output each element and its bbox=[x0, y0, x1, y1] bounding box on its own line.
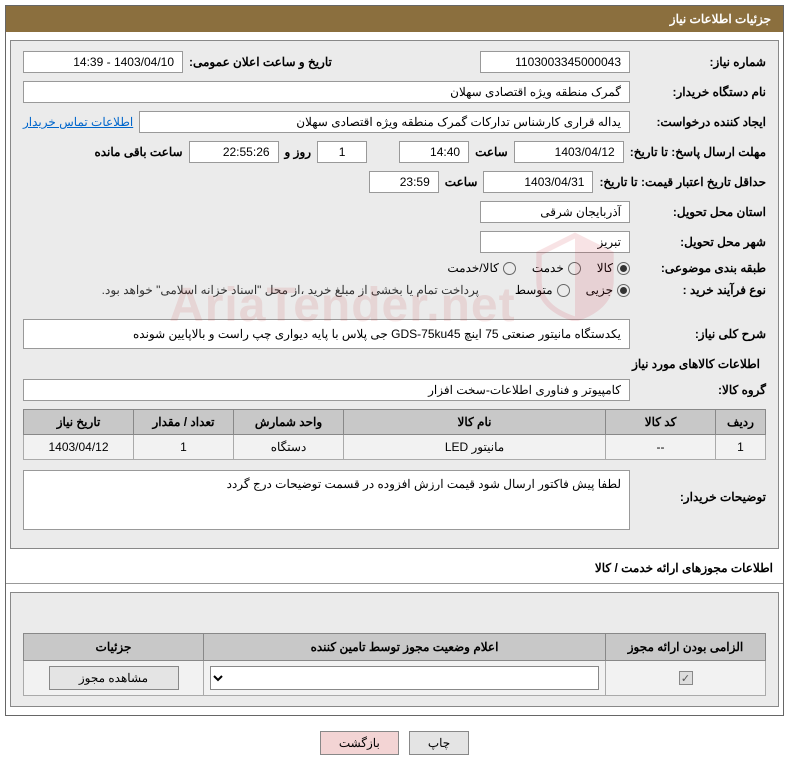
days-and-label: روز و bbox=[285, 145, 312, 159]
province-label: استان محل تحویل: bbox=[636, 205, 766, 219]
desc-label: شرح کلی نیاز: bbox=[636, 327, 766, 341]
cat-label: طبقه بندی موضوعی: bbox=[636, 261, 766, 275]
desc-value: یکدستگاه مانیتور صنعتی 75 اینچ GDS-75ku4… bbox=[23, 319, 630, 349]
table-row: 1 -- مانیتور LED دستگاه 1 1403/04/12 bbox=[24, 435, 766, 460]
min-valid-date: 1403/04/31 bbox=[483, 171, 593, 193]
buy-note: پرداخت تمام یا بخشی از مبلغ خرید ،از محل… bbox=[102, 283, 479, 297]
main-panel: جزئیات اطلاعات نیاز AriaTender.net شماره… bbox=[5, 5, 784, 716]
announce-label: تاریخ و ساعت اعلان عمومی: bbox=[189, 55, 332, 69]
min-valid-label: حداقل تاریخ اعتبار قیمت: تا تاریخ: bbox=[599, 175, 766, 189]
mandatory-checkbox[interactable] bbox=[679, 671, 693, 685]
contact-link[interactable]: اطلاعات تماس خریدار bbox=[23, 115, 133, 129]
cell-mandatory bbox=[606, 661, 766, 696]
divider bbox=[6, 583, 783, 584]
cell-need-date: 1403/04/12 bbox=[24, 435, 134, 460]
buyer-notes-value: لطفا پیش فاکتور ارسال شود قیمت ارزش افزو… bbox=[23, 470, 630, 530]
need-no-label: شماره نیاز: bbox=[636, 55, 766, 69]
goods-group-value: کامپیوتر و فناوری اطلاعات-سخت افزار bbox=[23, 379, 630, 401]
th-qty: تعداد / مقدار bbox=[134, 410, 234, 435]
panel-title: جزئیات اطلاعات نیاز bbox=[6, 6, 783, 32]
th-code: کد کالا bbox=[606, 410, 716, 435]
radio-service[interactable] bbox=[568, 262, 581, 275]
deadline-label: مهلت ارسال پاسخ: تا تاریخ: bbox=[630, 145, 766, 159]
time-label-2: ساعت bbox=[445, 175, 478, 189]
deadline-date: 1403/04/12 bbox=[514, 141, 624, 163]
th-unit: واحد شمارش bbox=[234, 410, 344, 435]
remain-time: 22:55:26 bbox=[189, 141, 279, 163]
cell-status bbox=[204, 661, 606, 696]
radio-both-label: کالا/خدمت bbox=[447, 261, 498, 275]
city-label: شهر محل تحویل: bbox=[636, 235, 766, 249]
buy-type-label: نوع فرآیند خرید : bbox=[636, 283, 766, 297]
radio-both[interactable] bbox=[503, 262, 516, 275]
requester-value: یداله قراری کارشناس تدارکات گمرک منطقه و… bbox=[139, 111, 630, 133]
back-button[interactable]: بازگشت bbox=[320, 731, 399, 755]
license-table: الزامی بودن ارائه مجوز اعلام وضعیت مجوز … bbox=[23, 633, 766, 696]
radio-partial[interactable] bbox=[617, 284, 630, 297]
cell-unit: دستگاه bbox=[234, 435, 344, 460]
requester-label: ایجاد کننده درخواست: bbox=[636, 115, 766, 129]
buyer-org-label: نام دستگاه خریدار: bbox=[636, 85, 766, 99]
remain-label: ساعت باقی مانده bbox=[94, 145, 182, 159]
goods-group-label: گروه کالا: bbox=[636, 383, 766, 397]
cell-details: مشاهده مجوز bbox=[24, 661, 204, 696]
buyer-notes-label: توضیحات خریدار: bbox=[636, 470, 766, 504]
radio-partial-label: جزیی bbox=[586, 283, 613, 297]
time-label-1: ساعت bbox=[475, 145, 508, 159]
category-radio-group: کالا خدمت کالا/خدمت bbox=[447, 261, 630, 275]
radio-goods-label: کالا bbox=[597, 261, 613, 275]
cell-row: 1 bbox=[716, 435, 766, 460]
radio-goods[interactable] bbox=[617, 262, 630, 275]
radio-service-label: خدمت bbox=[532, 261, 564, 275]
cell-qty: 1 bbox=[134, 435, 234, 460]
license-section-title: اطلاعات مجوزهای ارائه خدمت / کالا bbox=[6, 557, 783, 581]
cell-name: مانیتور LED bbox=[344, 435, 606, 460]
radio-medium[interactable] bbox=[557, 284, 570, 297]
radio-medium-label: متوسط bbox=[515, 283, 553, 297]
view-license-button[interactable]: مشاهده مجوز bbox=[49, 666, 179, 690]
th-need-date: تاریخ نیاز bbox=[24, 410, 134, 435]
announce-value: 1403/04/10 - 14:39 bbox=[23, 51, 183, 73]
license-row: مشاهده مجوز bbox=[24, 661, 766, 696]
province-value: آذربایجان شرقی bbox=[480, 201, 630, 223]
buyer-org-value: گمرک منطقه ویژه اقتصادی سهلان bbox=[23, 81, 630, 103]
buy-type-radio-group: جزیی متوسط bbox=[515, 283, 630, 297]
print-button[interactable]: چاپ bbox=[409, 731, 469, 755]
th-status: اعلام وضعیت مجوز توسط تامین کننده bbox=[204, 634, 606, 661]
min-valid-time: 23:59 bbox=[369, 171, 439, 193]
deadline-time: 14:40 bbox=[399, 141, 469, 163]
th-details: جزئیات bbox=[24, 634, 204, 661]
details-section: AriaTender.net شماره نیاز: 1103003345000… bbox=[10, 40, 779, 549]
days-value: 1 bbox=[317, 141, 367, 163]
cell-code: -- bbox=[606, 435, 716, 460]
city-value: تبریز bbox=[480, 231, 630, 253]
status-select[interactable] bbox=[210, 666, 599, 690]
need-no-value: 1103003345000043 bbox=[480, 51, 630, 73]
th-mandatory: الزامی بودن ارائه مجوز bbox=[606, 634, 766, 661]
th-row: ردیف bbox=[716, 410, 766, 435]
goods-table: ردیف کد کالا نام کالا واحد شمارش تعداد /… bbox=[23, 409, 766, 460]
license-section: الزامی بودن ارائه مجوز اعلام وضعیت مجوز … bbox=[10, 592, 779, 707]
th-name: نام کالا bbox=[344, 410, 606, 435]
footer-buttons: چاپ بازگشت bbox=[5, 721, 784, 765]
goods-section-title: اطلاعات کالاهای مورد نیاز bbox=[23, 357, 766, 371]
